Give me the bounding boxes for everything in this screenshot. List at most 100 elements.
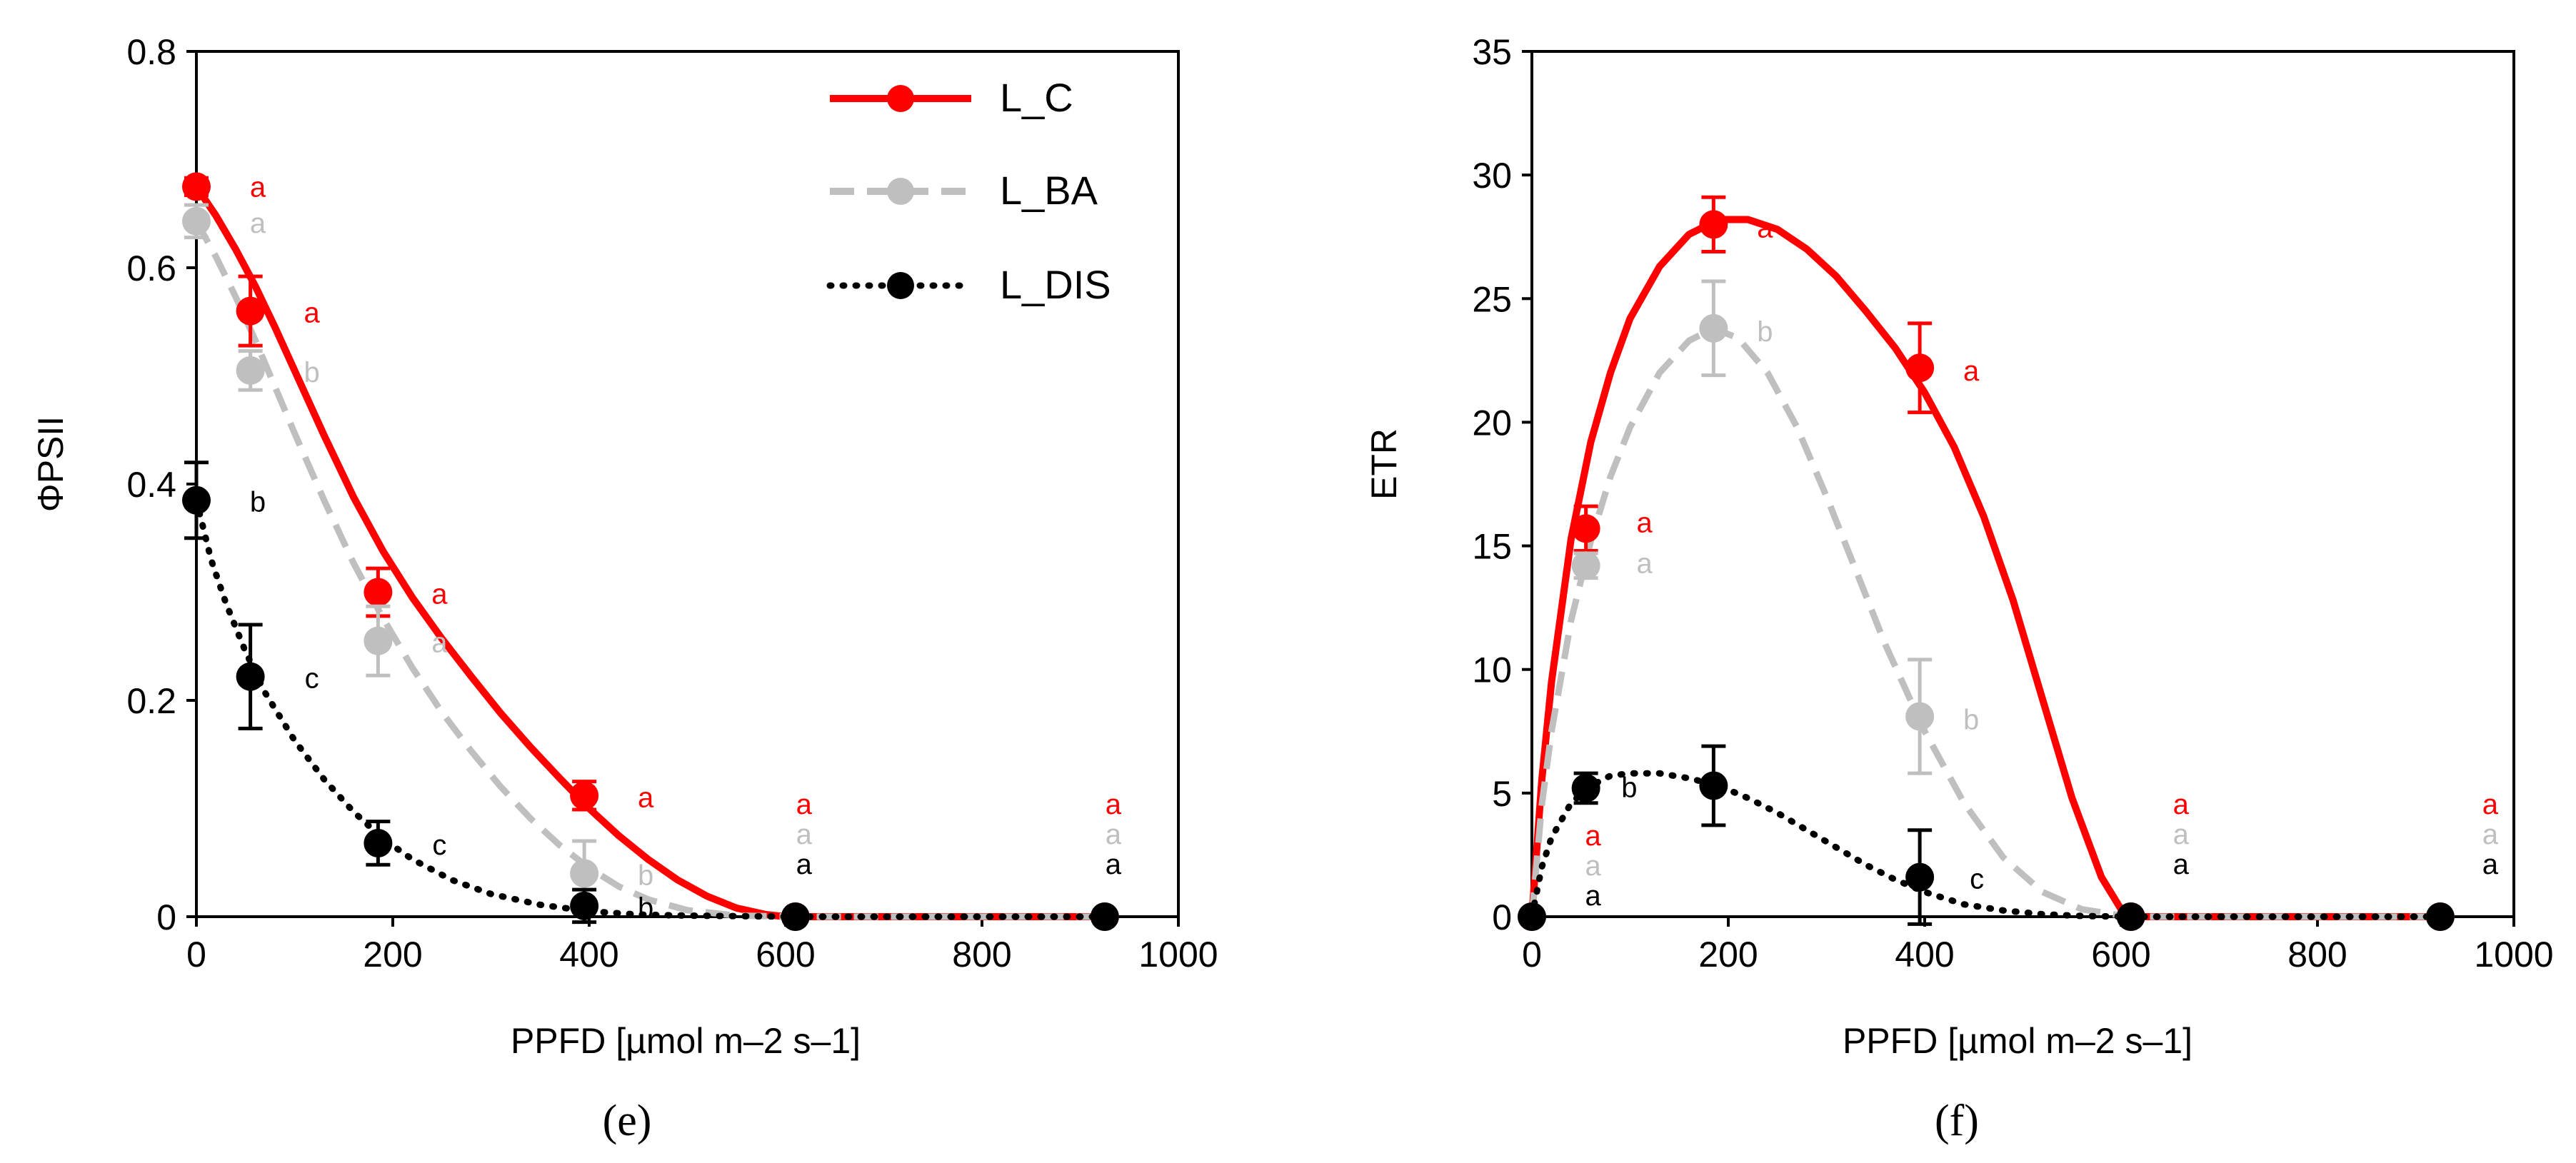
- f-panel-label: (f): [1935, 1097, 1979, 1145]
- f-xlabel: PPFD [µmol m–2 s–1]: [1843, 1021, 2192, 1061]
- f-letter-l-dis: b: [1621, 772, 1637, 803]
- e-xtick-label: 0: [186, 935, 206, 975]
- e-letter-l-ba: b: [638, 860, 653, 891]
- f-point-l-dis: [1905, 862, 1935, 892]
- f-xtick-label: 600: [2091, 935, 2150, 975]
- e-ytick-label: 0.6: [126, 248, 176, 288]
- e-point-l-dis: [236, 662, 265, 691]
- f-point-l-dis: [2116, 902, 2145, 931]
- e-letter-l-c: a: [1106, 789, 1122, 820]
- f-ytick-label: 15: [1472, 527, 1512, 567]
- f-point-l-c: [1699, 210, 1728, 239]
- e-letter-l-dis: a: [796, 849, 813, 880]
- e-letter-l-dis: c: [305, 663, 319, 695]
- f-point-l-ba: [1571, 551, 1600, 580]
- e-xtick-label: 400: [559, 935, 618, 975]
- e-ytick-label: 0.2: [126, 681, 176, 721]
- f-xtick-label: 1000: [2474, 935, 2553, 975]
- legend-marker-l-ba: [887, 178, 914, 205]
- f-ytick-label: 0: [1492, 897, 1512, 937]
- f-point-l-dis: [1699, 771, 1728, 800]
- e-panel-label: (e): [603, 1097, 652, 1145]
- e-letter-l-dis: b: [250, 487, 266, 518]
- f-ytick-label: 10: [1472, 650, 1512, 690]
- f-letter-l-dis: a: [1585, 880, 1602, 912]
- e-point-l-ba: [364, 626, 393, 655]
- f-letter-l-ba: a: [1637, 548, 1653, 579]
- f-letter-l-c: a: [2482, 789, 2499, 820]
- legend: L_C L_BA L_DIS: [826, 75, 1111, 307]
- e-curve-l-c: [193, 184, 1105, 920]
- f-ytick-label: 30: [1472, 156, 1512, 196]
- e-letter-l-ba: a: [796, 819, 813, 850]
- e-point-l-c: [364, 578, 393, 607]
- f-point-l-ba: [1699, 313, 1728, 343]
- f-plot-frame: [1530, 50, 2515, 918]
- e-letter-l-c: a: [250, 171, 266, 203]
- f-letter-l-dis: c: [1970, 864, 1984, 895]
- f-letter-l-ba: a: [2173, 819, 2190, 850]
- f-letter-stack-l-ba: a: [1585, 850, 1602, 882]
- e-point-l-c: [182, 172, 211, 201]
- e-letter-l-c: a: [431, 579, 448, 610]
- legend-marker-l-c: [887, 85, 914, 112]
- e-point-l-c: [236, 296, 265, 326]
- f-letter-l-dis: a: [2173, 849, 2190, 880]
- e-ytick-label: 0: [156, 897, 176, 937]
- f-ytick-label: 5: [1492, 774, 1512, 814]
- e-ylabel: ΦPSII: [31, 416, 71, 512]
- e-point-l-dis: [182, 485, 211, 515]
- e-xtick-label: 1000: [1138, 935, 1218, 975]
- f-point-l-dis: [2425, 902, 2455, 931]
- f-ytick-label: 35: [1472, 32, 1512, 72]
- f-point-l-dis: [1518, 902, 1546, 931]
- e-point-l-dis: [781, 902, 810, 931]
- e-letter-l-dis: c: [432, 830, 446, 861]
- f-letter-l-ba: a: [2482, 819, 2499, 850]
- e-point-l-dis: [570, 891, 599, 920]
- e-curve-l-dis: [193, 497, 1108, 920]
- f-curve-l-ba: [1528, 325, 2440, 920]
- f-letter-l-ba: b: [1757, 316, 1773, 348]
- f-point-l-c: [1905, 353, 1935, 383]
- e-xtick-label: 200: [363, 935, 422, 975]
- e-letter-l-dis: a: [1106, 849, 1122, 880]
- e-letter-l-ba: a: [250, 208, 266, 239]
- f-letter-l-c: a: [1757, 212, 1773, 243]
- e-point-l-dis: [364, 828, 393, 857]
- f-point-l-ba: [1905, 702, 1935, 731]
- f-xtick-label: 0: [1522, 935, 1542, 975]
- e-curve-l-ba: [194, 219, 1105, 920]
- e-point-l-ba: [182, 206, 211, 236]
- e-ytick-label: 0.4: [126, 465, 176, 505]
- legend-label-l-c: L_C: [1000, 75, 1073, 120]
- e-xtick-label: 800: [952, 935, 1011, 975]
- e-xtick-label: 600: [756, 935, 815, 975]
- f-ytick-label: 20: [1472, 403, 1512, 443]
- e-letter-l-c: a: [796, 789, 813, 820]
- f-letter-l-c: a: [2173, 789, 2190, 820]
- f-xtick-label: 800: [2287, 935, 2347, 975]
- f-letter-l-c: a: [1963, 356, 1980, 387]
- e-letter-l-dis: b: [638, 892, 653, 924]
- e-point-l-ba: [570, 859, 599, 888]
- f-curve-l-dis: [1528, 770, 2444, 920]
- e-point-l-ba: [236, 356, 265, 385]
- e-letter-l-c: a: [638, 782, 654, 813]
- e-point-l-c: [570, 781, 599, 810]
- e-point-l-dis: [1090, 902, 1119, 931]
- e-letter-l-ba: b: [304, 357, 320, 388]
- f-point-l-dis: [1571, 773, 1600, 802]
- f-ytick-label: 25: [1472, 279, 1512, 319]
- legend-label-l-dis: L_DIS: [1000, 262, 1111, 307]
- f-letter-stack-l-c: a: [1585, 820, 1602, 852]
- f-letter-l-dis: a: [2482, 849, 2499, 880]
- e-letter-l-ba: a: [431, 628, 448, 659]
- f-curve-l-c: [1528, 216, 2440, 920]
- f-xtick-label: 200: [1698, 935, 1758, 975]
